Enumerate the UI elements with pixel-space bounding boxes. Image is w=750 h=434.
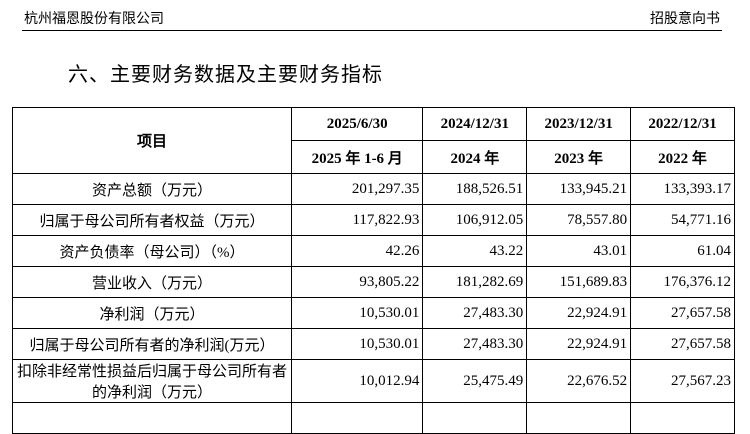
value-cell [422, 402, 528, 434]
value-cell: 61.04 [630, 235, 735, 267]
date-header: 2025/6/30 [290, 107, 424, 141]
table-row: 资产负债率（母公司）（%） 42.26 43.22 43.01 61.04 [12, 235, 735, 267]
value-cell: 106,912.05 [422, 204, 528, 236]
date-header: 2022/12/31 [630, 107, 735, 141]
value-cell: 201,297.35 [290, 173, 424, 205]
row-label: 资产总额（万元） [12, 173, 292, 205]
period-header: 2025 年 1-6 月 [290, 140, 424, 174]
value-cell: 22,676.52 [526, 359, 632, 403]
value-cell: 22,924.91 [526, 297, 632, 329]
value-cell: 93,805.22 [290, 266, 424, 298]
table-row: 归属于母公司所有者权益（万元） 117,822.93 106,912.05 78,55… [12, 204, 735, 236]
value-cell [630, 402, 735, 434]
row-label: 资产负债率（母公司）（%） [12, 235, 292, 267]
value-cell: 10,012.94 [290, 359, 424, 403]
period-header: 2023 年 [526, 140, 632, 174]
document-type: 招股意向书 [650, 12, 720, 27]
section-title: 六、主要财务数据及主要财务指标 [68, 62, 383, 86]
row-label: 净利润（万元） [12, 297, 292, 329]
value-cell: 10,530.01 [290, 328, 424, 360]
value-cell: 27,657.58 [630, 297, 735, 329]
value-cell: 151,689.83 [526, 266, 632, 298]
financial-table: 项目 2025/6/30 2024/12/31 2023/12/31 2022/… [12, 107, 735, 434]
period-header: 2022 年 [630, 140, 735, 174]
value-cell: 10,530.01 [290, 297, 424, 329]
row-label: 归属于母公司所有者权益（万元） [12, 204, 292, 236]
header-rule [22, 30, 722, 31]
table-row: 扣除非经常性损益后归属于母公司所有者的净利润（万元） 10,012.94 25,47… [12, 359, 735, 403]
value-cell: 133,393.17 [630, 173, 735, 205]
value-cell: 43.01 [526, 235, 632, 267]
table-row [12, 402, 735, 434]
value-cell [526, 402, 632, 434]
period-header: 2024 年 [422, 140, 528, 174]
value-cell: 181,282.69 [422, 266, 528, 298]
company-name: 杭州福恩股份有限公司 [24, 12, 164, 27]
value-cell: 54,771.16 [630, 204, 735, 236]
value-cell: 133,945.21 [526, 173, 632, 205]
item-header: 项目 [12, 107, 292, 174]
value-cell: 27,483.30 [422, 297, 528, 329]
date-header: 2023/12/31 [526, 107, 632, 141]
value-cell: 176,376.12 [630, 266, 735, 298]
table-row: 资产总额（万元） 201,297.35 188,526.51 133,945.21 13… [12, 173, 735, 205]
value-cell: 43.22 [422, 235, 528, 267]
table-row: 营业收入（万元） 93,805.22 181,282.69 151,689.83 176… [12, 266, 735, 298]
row-label: 归属于母公司所有者的净利润(万元） [12, 328, 292, 360]
row-label: 扣除非经常性损益后归属于母公司所有者的净利润（万元） [12, 359, 292, 403]
value-cell: 25,475.49 [422, 359, 528, 403]
row-label [12, 402, 292, 434]
value-cell: 117,822.93 [290, 204, 424, 236]
table-row: 净利润（万元） 10,530.01 27,483.30 22,924.91 27,657… [12, 297, 735, 329]
value-cell: 22,924.91 [526, 328, 632, 360]
value-cell: 27,483.30 [422, 328, 528, 360]
value-cell: 27,567.23 [630, 359, 735, 403]
value-cell: 42.26 [290, 235, 424, 267]
row-label: 营业收入（万元） [12, 266, 292, 298]
value-cell: 27,657.58 [630, 328, 735, 360]
table-row: 归属于母公司所有者的净利润(万元） 10,530.01 27,483.30 22,92… [12, 328, 735, 360]
value-cell: 78,557.80 [526, 204, 632, 236]
date-header: 2024/12/31 [422, 107, 528, 141]
value-cell: 188,526.51 [422, 173, 528, 205]
value-cell [290, 402, 424, 434]
